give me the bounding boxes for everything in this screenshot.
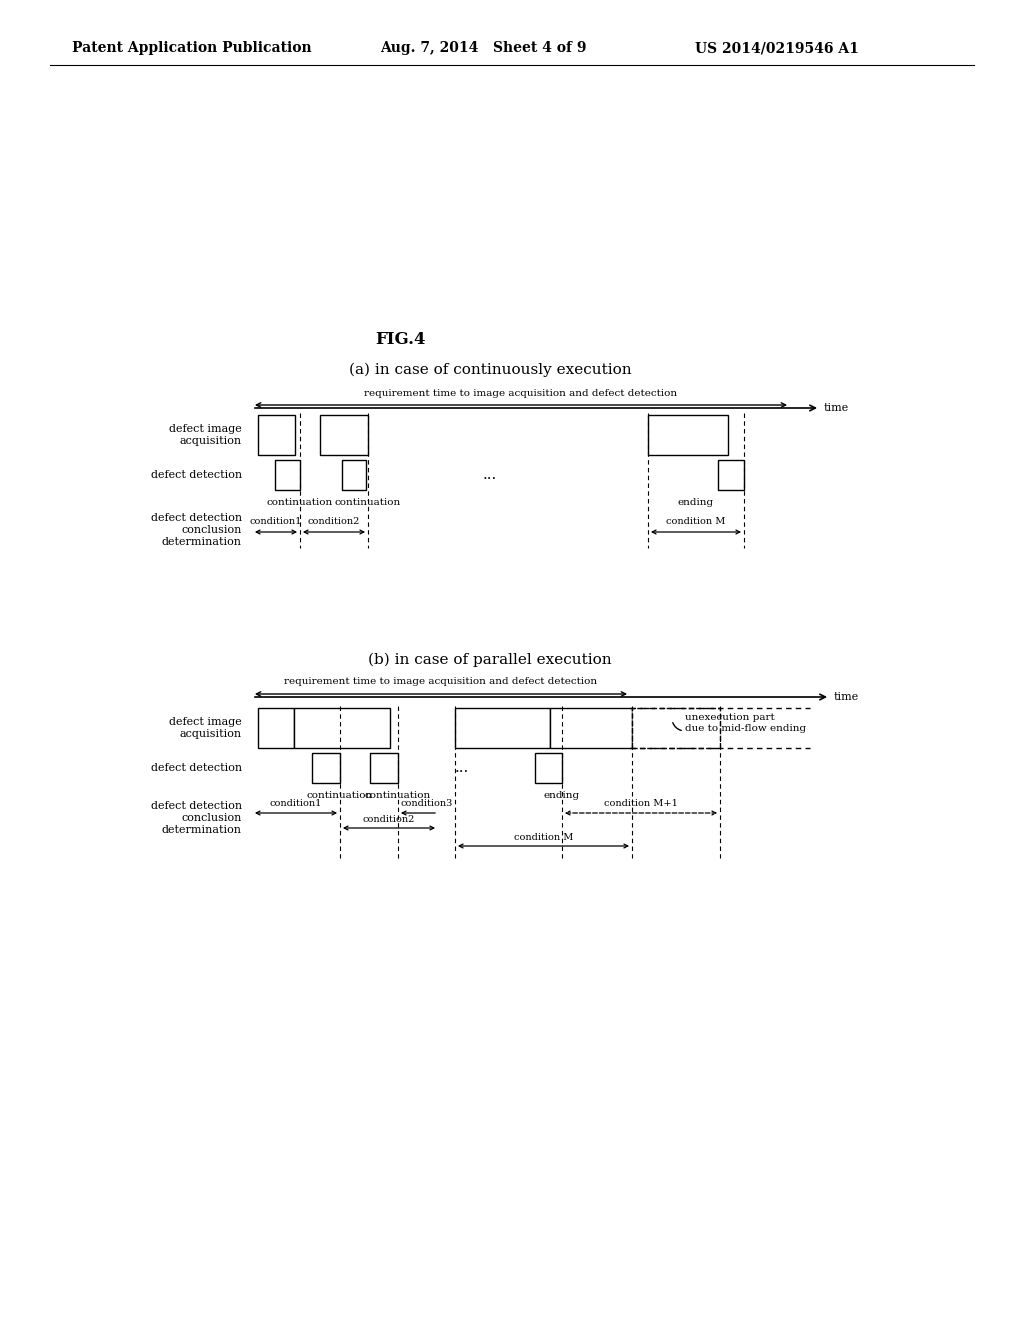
Text: defect detection: defect detection [151,763,242,774]
Text: US 2014/0219546 A1: US 2014/0219546 A1 [695,41,859,55]
Text: condition2: condition2 [308,517,360,527]
Bar [258,708,294,748]
Text: defect detection
conclusion
determination: defect detection conclusion determinatio… [151,512,242,548]
Bar [275,459,300,490]
Bar [455,708,550,748]
Text: condition1: condition1 [269,800,323,808]
Text: condition3: condition3 [400,800,453,808]
Text: condition1: condition1 [250,517,302,527]
Bar [632,708,720,748]
Bar [312,752,340,783]
Text: requirement time to image acquisition and defect detection: requirement time to image acquisition an… [365,388,678,397]
Text: defect image
acquisition: defect image acquisition [169,424,242,446]
Bar [319,414,368,455]
Text: condition M: condition M [514,833,573,842]
Text: FIG.4: FIG.4 [375,331,425,348]
Bar [648,414,728,455]
Text: unexecution part
due to mid-flow ending: unexecution part due to mid-flow ending [685,713,806,733]
Text: continuation: continuation [267,498,333,507]
Text: continuation: continuation [307,791,373,800]
Text: condition M+1: condition M+1 [604,800,678,808]
Bar [258,414,295,455]
Text: Patent Application Publication: Patent Application Publication [72,41,311,55]
Text: (a) in case of continuously execution: (a) in case of continuously execution [349,363,632,378]
Text: ending: ending [678,498,714,507]
Text: defect detection
conclusion
determination: defect detection conclusion determinatio… [151,801,242,836]
Text: continuation: continuation [335,498,401,507]
Text: defect image
acquisition: defect image acquisition [169,717,242,739]
Bar [535,752,562,783]
Text: Aug. 7, 2014   Sheet 4 of 9: Aug. 7, 2014 Sheet 4 of 9 [380,41,587,55]
Text: condition M: condition M [667,517,726,527]
Text: ...: ... [455,762,469,775]
Bar [718,459,744,490]
Bar [370,752,398,783]
Text: ending: ending [544,791,580,800]
Text: defect detection: defect detection [151,470,242,480]
Text: time: time [824,403,849,413]
Bar [294,708,390,748]
Bar [342,459,366,490]
Text: continuation: continuation [365,791,431,800]
Bar [550,708,632,748]
Text: ...: ... [483,469,497,482]
Text: condition2: condition2 [362,814,415,824]
Text: (b) in case of parallel execution: (b) in case of parallel execution [369,653,611,667]
Text: requirement time to image acquisition and defect detection: requirement time to image acquisition an… [285,677,598,686]
Text: time: time [834,692,859,702]
